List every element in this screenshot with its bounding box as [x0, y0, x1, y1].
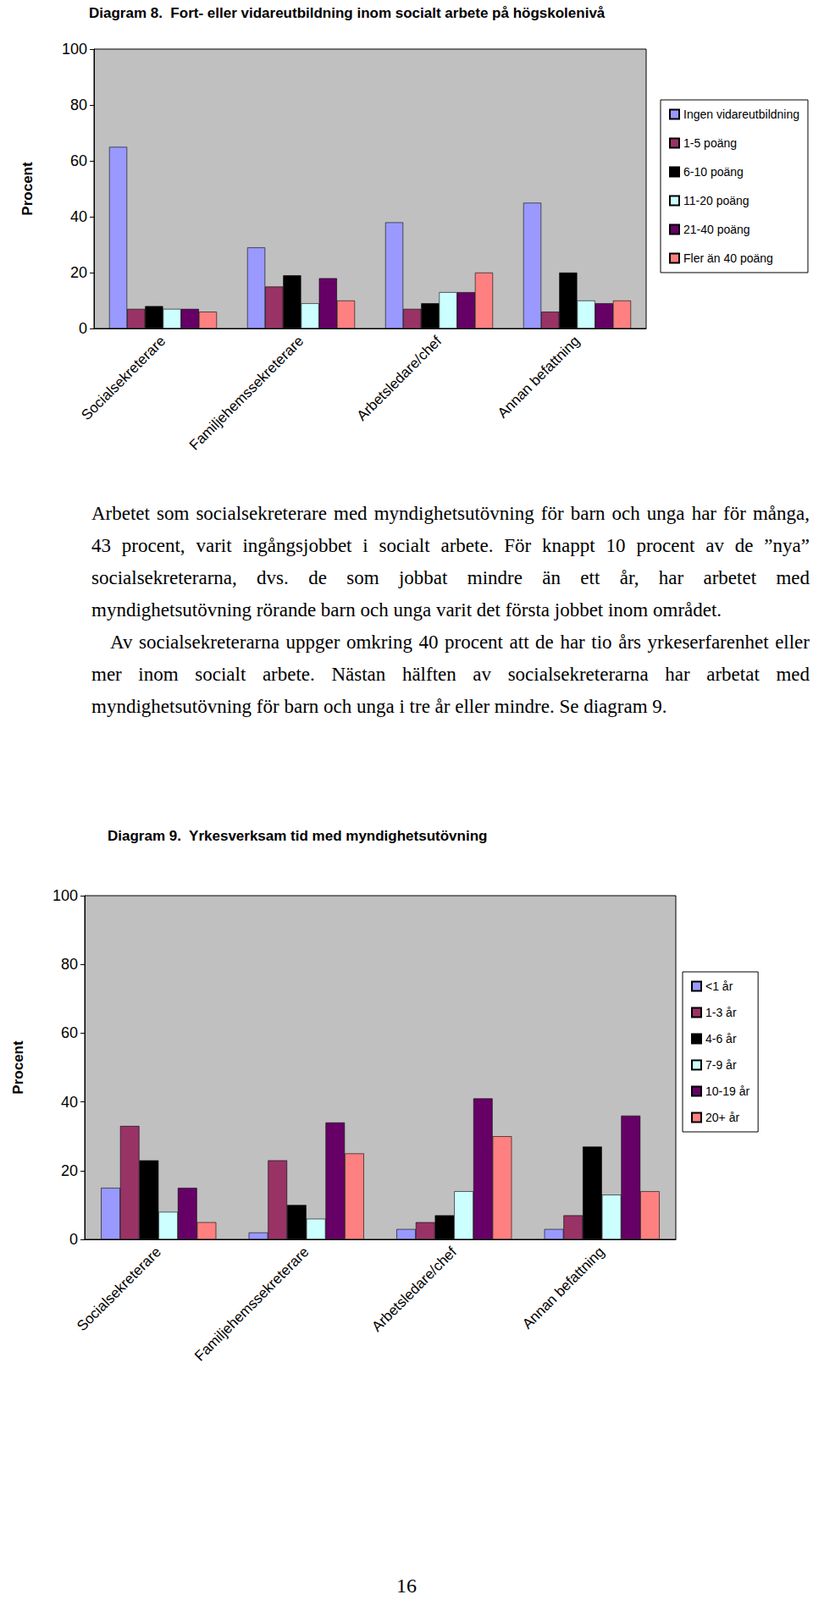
svg-text:0: 0 [78, 320, 88, 338]
html-text:Arbetet som socialsekreterare: Arbetet som socialsekreterare med myndig… [91, 503, 810, 621]
svg-text:40: 40 [60, 1094, 78, 1112]
svg-text:0: 0 [69, 1231, 78, 1249]
svg-text:100: 100 [61, 40, 88, 58]
svg-text:80: 80 [70, 96, 88, 114]
svg-text:Socialsekreterare: Socialsekreterare [73, 1244, 165, 1335]
svg-text:Annan befattning: Annan befattning [519, 1244, 608, 1333]
svg-text:1-5 poäng: 1-5 poäng [683, 136, 737, 150]
svg-text:21-40 poäng: 21-40 poäng [683, 222, 751, 237]
svg-text:Diagram 8. Fort- eller vidare: Diagram 8. Fort- eller vidareutbildning … [88, 5, 606, 22]
svg-text:80: 80 [60, 956, 78, 974]
svg-text:<1 år: <1 år [705, 979, 734, 994]
svg-text:Procent: Procent [19, 161, 36, 216]
svg-text:20+ år: 20+ år [705, 1111, 740, 1125]
svg-text:1-3 år: 1-3 år [705, 1006, 737, 1020]
svg-text:20: 20 [70, 264, 88, 282]
svg-text:Familjehemssekreterare: Familjehemssekreterare [186, 332, 307, 454]
svg-text:10-19 år: 10-19 år [705, 1084, 750, 1099]
html-text:Av socialsekreterarna uppger o: Av socialsekreterarna uppger omkring 40 … [91, 631, 810, 718]
svg-text:Arbetsledare/chef: Arbetsledare/chef [368, 1244, 460, 1336]
svg-text:Familjehemssekreterare: Familjehemssekreterare [191, 1244, 312, 1365]
svg-text:4-6 år: 4-6 år [705, 1032, 737, 1046]
svg-text:40: 40 [70, 208, 88, 226]
svg-text:11-20 poäng: 11-20 poäng [683, 193, 750, 208]
svg-text:6-10 poäng: 6-10 poäng [683, 165, 744, 179]
svg-text:Fler än 40 poäng: Fler än 40 poäng [683, 251, 774, 266]
html-text:16: 16 [396, 1575, 417, 1598]
svg-text:Arbetsledare/chef: Arbetsledare/chef [353, 332, 446, 425]
svg-text:Socialsekreterare: Socialsekreterare [77, 332, 169, 424]
svg-text:60: 60 [70, 152, 88, 170]
svg-text:Annan befattning: Annan befattning [494, 332, 583, 421]
svg-text:60: 60 [60, 1024, 78, 1042]
svg-text:Procent: Procent [10, 1040, 27, 1096]
svg-text:20: 20 [60, 1162, 78, 1180]
svg-text:Diagram 9. Yrkesverksam tid m: Diagram 9. Yrkesverksam tid med myndighe… [107, 828, 487, 845]
svg-text:Ingen vidareutbildning: Ingen vidareutbildning [683, 107, 800, 122]
svg-text:100: 100 [52, 887, 78, 905]
svg-text:7-9 år: 7-9 år [705, 1058, 737, 1073]
